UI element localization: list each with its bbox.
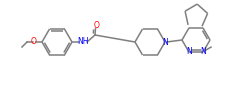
Text: NH: NH <box>77 37 89 46</box>
Text: N: N <box>200 47 206 56</box>
Text: O: O <box>94 20 100 29</box>
Text: O: O <box>31 37 37 46</box>
Text: N: N <box>186 47 192 56</box>
Text: N: N <box>162 37 168 46</box>
